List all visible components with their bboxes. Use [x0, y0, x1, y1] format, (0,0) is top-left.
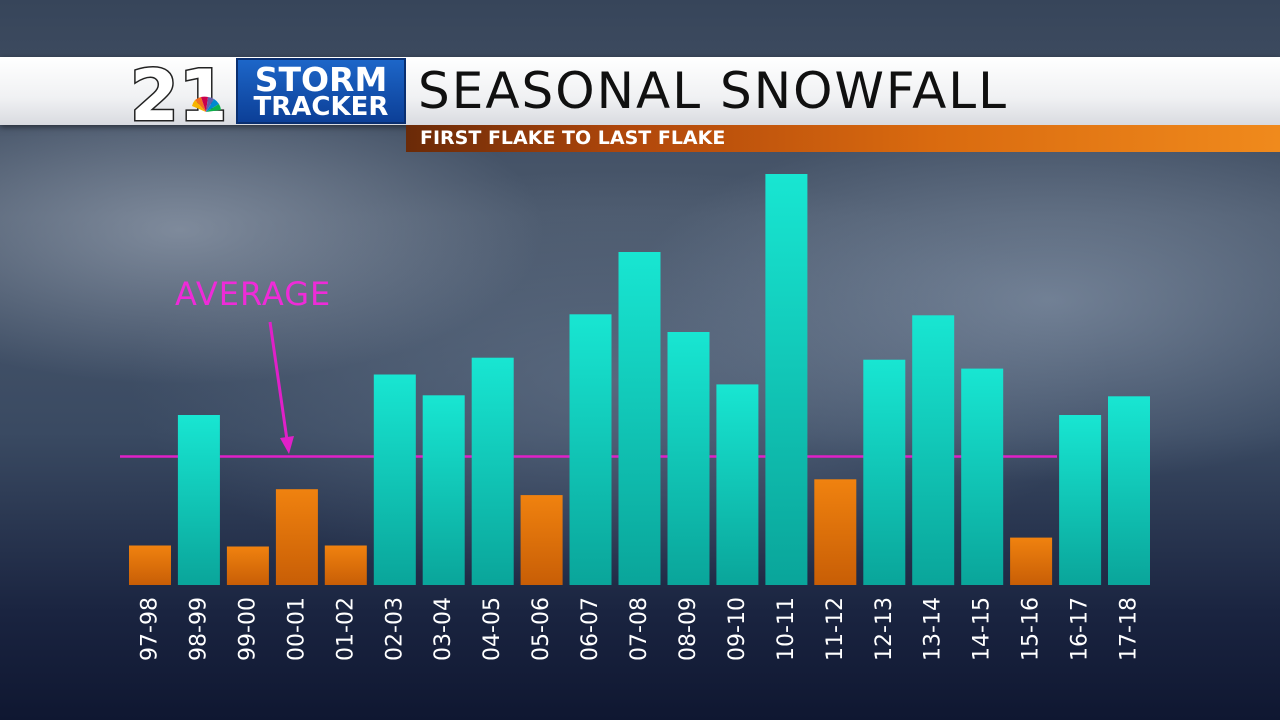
x-tick-label: 09-10 — [725, 597, 750, 661]
bar-07-08 — [618, 252, 661, 585]
peacock-icon — [192, 96, 221, 112]
x-tick-label: 05-06 — [529, 597, 554, 661]
bar-00-01 — [275, 489, 318, 585]
x-tick-label: 00-01 — [284, 597, 309, 661]
bar-01-02 — [324, 545, 367, 585]
x-tick-label: 01-02 — [333, 597, 358, 661]
average-arrow-head — [280, 436, 294, 454]
x-tick-label: 15-16 — [1019, 597, 1044, 661]
bar-02-03 — [373, 374, 416, 585]
bar-15-16 — [1010, 537, 1053, 585]
header-banner — [0, 57, 1280, 125]
bar-98-99 — [177, 415, 220, 585]
x-tick-label: 03-04 — [431, 597, 456, 661]
storm-tracker-logo: STORM TRACKER — [236, 58, 406, 124]
bar-10-11 — [765, 174, 808, 585]
bar-04-05 — [471, 357, 514, 585]
subtitle-bar — [406, 125, 1280, 152]
bar-09-10 — [716, 384, 759, 585]
bar-16-17 — [1059, 415, 1102, 585]
x-tick-label: 98-99 — [186, 597, 211, 661]
x-tick-label: 02-03 — [382, 597, 407, 661]
bar-14-15 — [961, 368, 1004, 585]
bar-99-00 — [226, 546, 269, 585]
bar-03-04 — [422, 395, 465, 585]
bar-08-09 — [667, 332, 710, 585]
x-tick-label: 04-05 — [480, 597, 505, 661]
x-tick-label: 99-00 — [235, 597, 260, 661]
bar-97-98 — [129, 545, 171, 585]
x-tick-label: 08-09 — [676, 597, 701, 661]
bars-group — [129, 479, 1053, 585]
bar-05-06 — [520, 495, 563, 585]
x-axis-labels: 97-98 98-99 99-00 00-01 01-02 02-03 03-04 04-05… — [138, 597, 1142, 661]
average-label: AVERAGE — [175, 275, 331, 313]
x-tick-label: 11-12 — [823, 597, 848, 661]
bar-06-07 — [569, 314, 612, 585]
bar-13-14 — [912, 315, 955, 586]
x-tick-label: 07-08 — [627, 597, 652, 661]
average-arrow — [268, 321, 289, 441]
bars-over-group — [177, 174, 1150, 586]
x-tick-label: 17-18 — [1117, 597, 1142, 661]
x-tick-label: 97-98 — [138, 597, 163, 661]
bar-17-18 — [1108, 396, 1150, 585]
x-tick-label: 14-15 — [970, 597, 995, 661]
x-tick-label: 16-17 — [1068, 597, 1093, 661]
x-tick-label: 10-11 — [774, 597, 799, 661]
logo-line-storm: STORM — [254, 60, 388, 99]
bar-11-12 — [814, 479, 857, 585]
logo-number: 21 — [130, 55, 227, 126]
subtitle: FIRST FLAKE TO LAST FLAKE — [420, 127, 726, 149]
x-tick-label: 13-14 — [921, 597, 946, 661]
logo-line-tracker: TRACKER — [253, 92, 389, 122]
bar-12-13 — [863, 359, 906, 585]
page-title: SEASONAL SNOWFALL — [418, 62, 1009, 120]
station-logo-21: 21 — [129, 54, 229, 126]
x-tick-label: 06-07 — [578, 597, 603, 661]
x-tick-label: 12-13 — [872, 597, 897, 661]
